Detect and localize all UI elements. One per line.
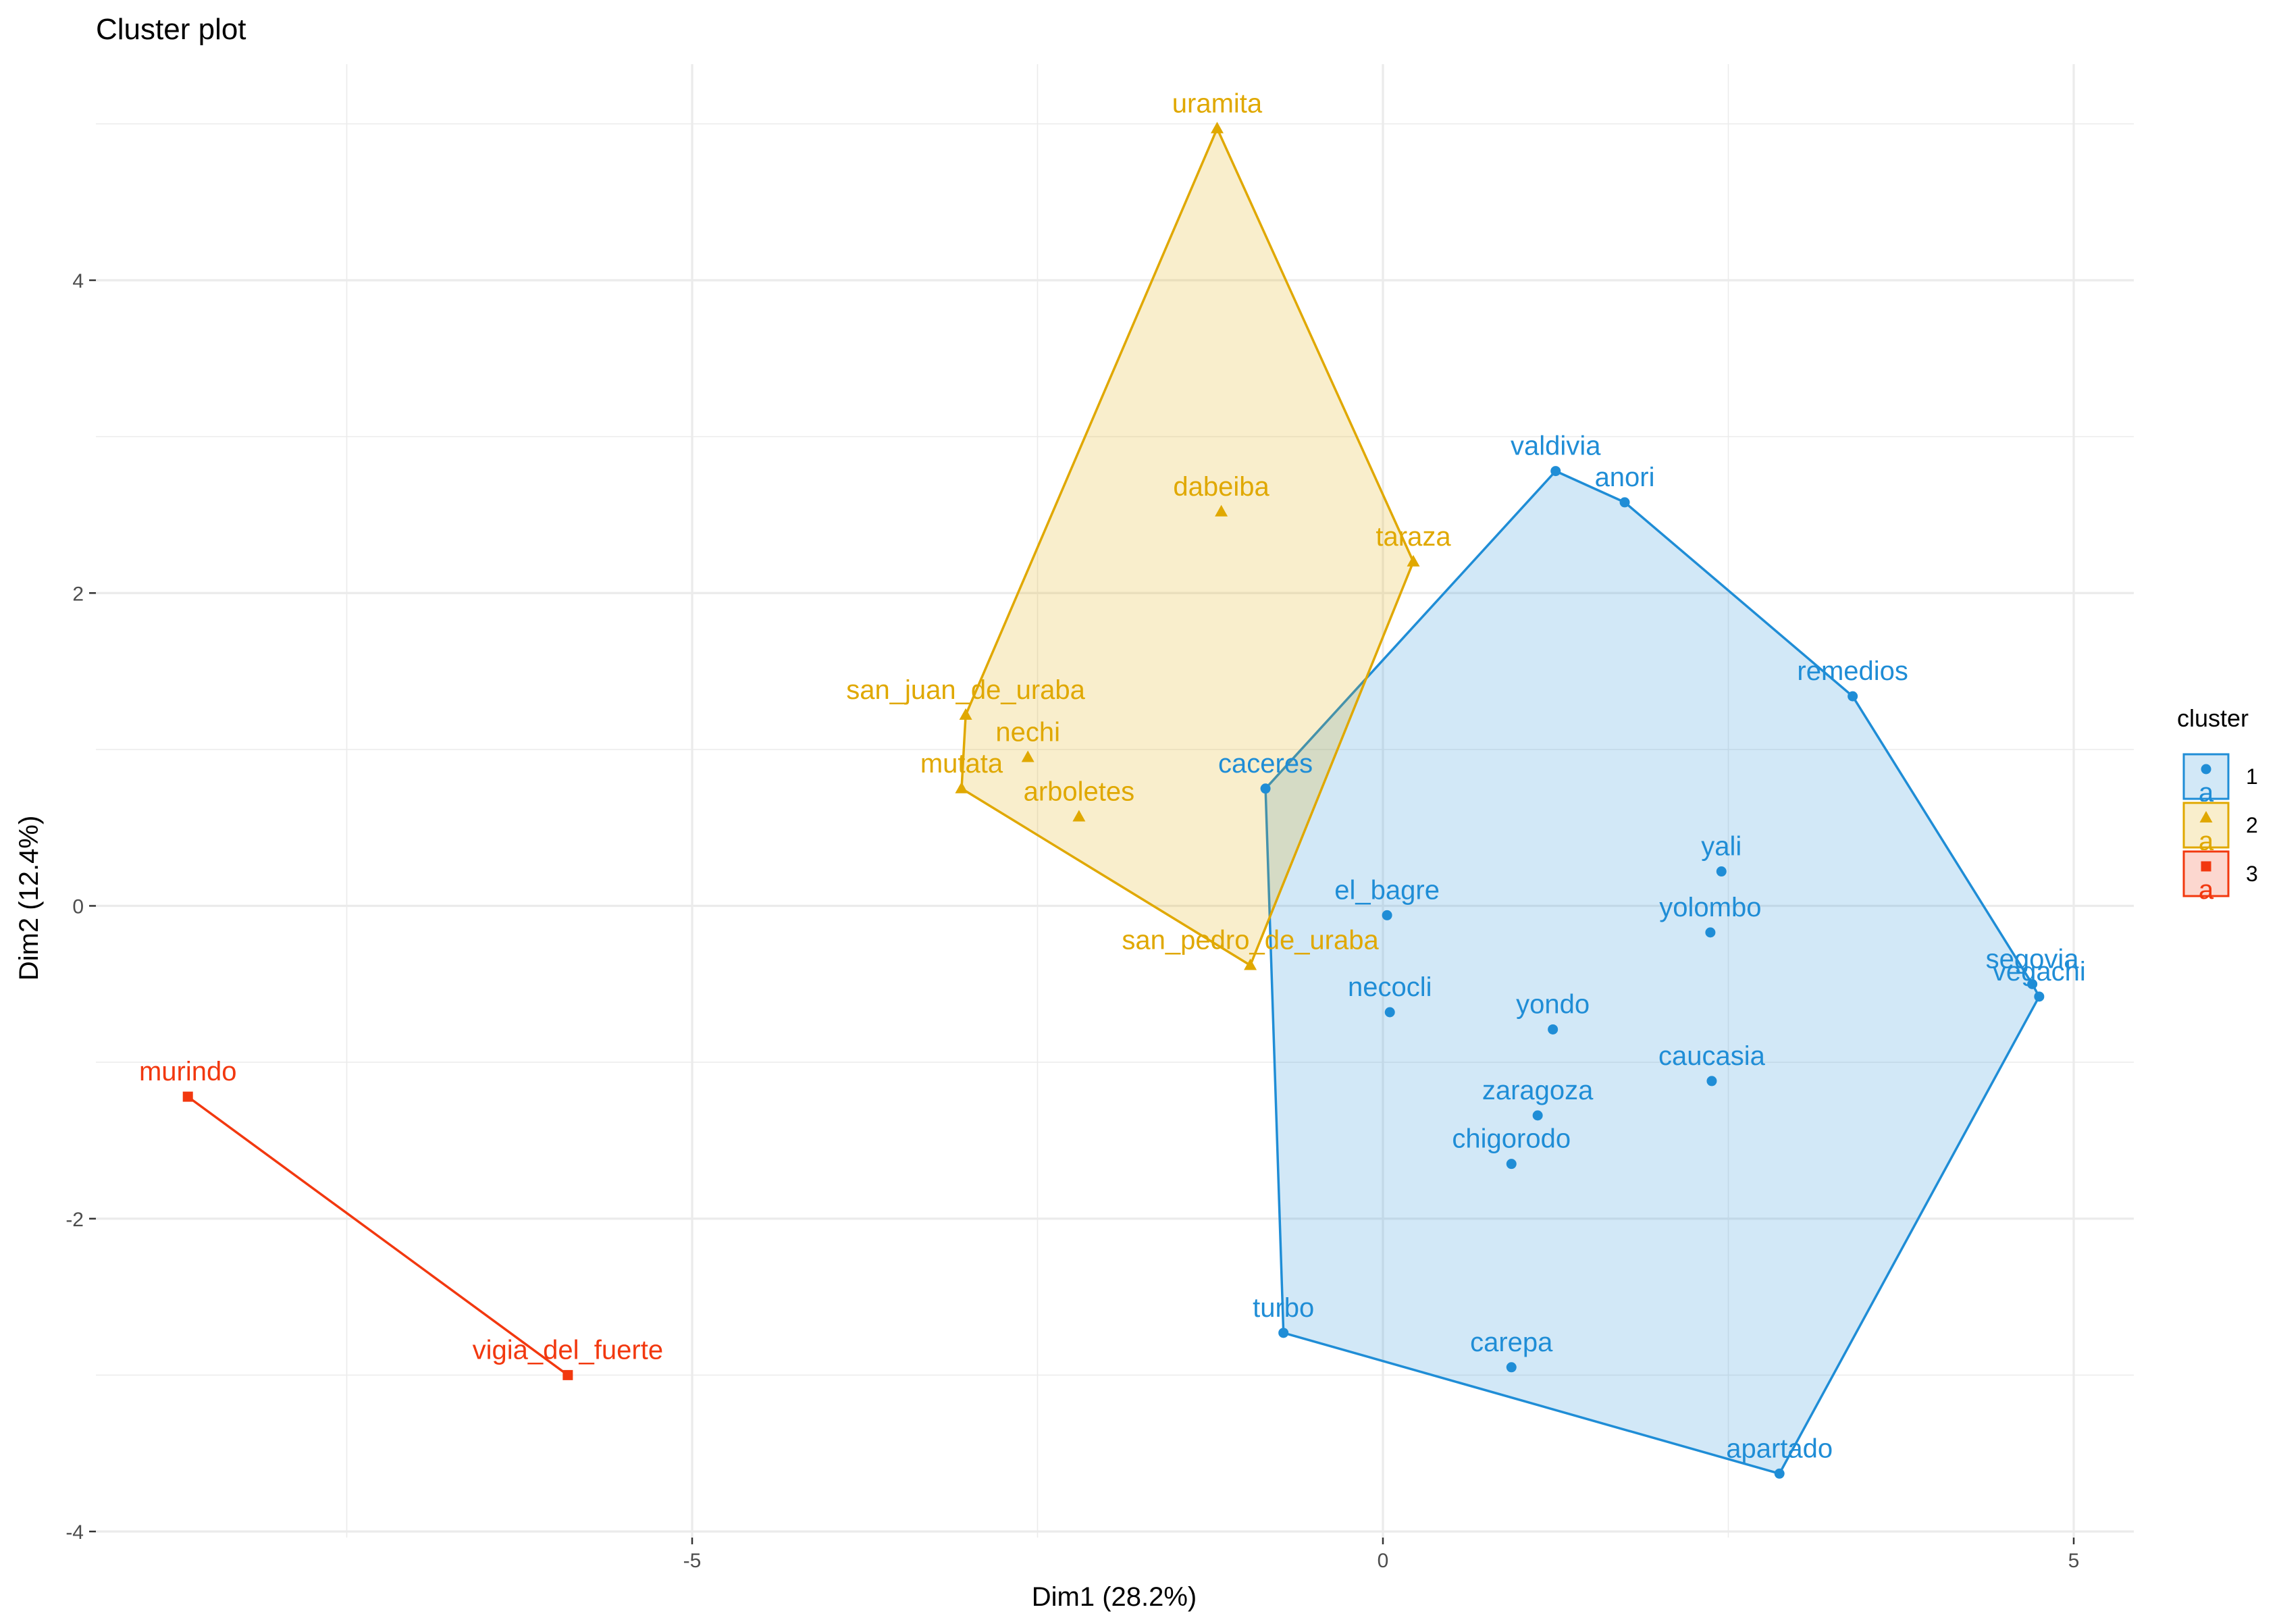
x-tick-label: 0: [1378, 1550, 1389, 1572]
data-point: [955, 781, 968, 793]
legend-key-marker: [2199, 811, 2213, 822]
grid-lines: [96, 64, 2134, 1538]
data-point: [2027, 978, 2038, 989]
data-point: [1407, 554, 1420, 567]
legend-keys: a 1 a 2 a 3: [2182, 753, 2258, 905]
cluster-hulls: [187, 127, 2041, 1475]
legend-key-3: [2182, 850, 2230, 897]
data-point: [1506, 1159, 1517, 1170]
point-label: murindo: [139, 1057, 237, 1086]
data-point: [1506, 1362, 1517, 1373]
point-label: yolombo: [1659, 893, 1761, 922]
legend-entry-label: 2: [2246, 813, 2258, 837]
point-label: dabeiba: [1173, 472, 1269, 502]
y-tick-label: -4: [66, 1521, 84, 1544]
point-label: san_juan_de_uraba: [846, 675, 1085, 705]
point-label: anori: [1595, 463, 1655, 492]
data-point: [562, 1369, 573, 1380]
legend-key-1: [2182, 753, 2230, 800]
point-label: carepa: [1470, 1328, 1553, 1357]
chart-title: Cluster plot: [96, 13, 246, 46]
y-tick-label: 2: [72, 583, 84, 605]
point-label: chigorodo: [1452, 1124, 1571, 1154]
data-point: [1278, 1328, 1289, 1338]
point-label: vegachi: [1993, 957, 2086, 987]
point-label: yali: [1701, 832, 1741, 862]
point-label: apartado: [1726, 1434, 1833, 1463]
point-label: san_pedro_de_uraba: [1122, 926, 1379, 955]
data-point: [1716, 866, 1727, 877]
data-point: [2034, 991, 2045, 1002]
data-point: [1706, 1076, 1717, 1086]
point-label: caceres: [1218, 749, 1313, 779]
cluster-2-hull: [960, 127, 1415, 967]
cluster-3-hull: [187, 1095, 569, 1376]
x-tick-label: 5: [2068, 1550, 2080, 1572]
cluster-points: [182, 122, 2045, 1479]
y-axis-label: Dim2 (12.4%): [14, 816, 44, 981]
y-tick-label: -2: [66, 1209, 84, 1231]
point-label: valdivia: [1511, 431, 1601, 461]
point-label: el_bagre: [1334, 875, 1440, 905]
point-label: caucasia: [1658, 1041, 1766, 1071]
legend-key-background: [2182, 802, 2230, 849]
y-tick-label: 0: [72, 896, 84, 918]
data-point: [1532, 1110, 1543, 1121]
data-point: [1384, 1007, 1395, 1018]
data-point: [959, 708, 972, 720]
point-label: mutata: [920, 749, 1003, 779]
point-label: turbo: [1253, 1293, 1314, 1323]
data-point: [1550, 466, 1561, 477]
point-label: uramita: [1172, 88, 1263, 118]
point-label: remedios: [1797, 656, 1908, 686]
legend-entry-label: 1: [2246, 764, 2258, 789]
point-label: taraza: [1376, 522, 1451, 552]
data-point: [1210, 122, 1224, 134]
point-label: necocli: [1348, 972, 1432, 1002]
point-label: zaragoza: [1482, 1076, 1594, 1105]
legend-key-2: [2182, 802, 2230, 849]
y-tick-label: 4: [72, 270, 84, 292]
legend-key-marker: [2201, 764, 2211, 775]
legend-title: cluster: [2177, 704, 2249, 732]
x-axis-label: Dim1 (28.2%): [1032, 1582, 1197, 1612]
x-tick-label: -5: [683, 1550, 702, 1572]
data-point: [1072, 810, 1086, 822]
legend-key-letter: a: [2199, 875, 2214, 905]
point-label: segovia: [1986, 944, 2080, 974]
legend-key-background: [2182, 850, 2230, 897]
legend-key-background: [2182, 753, 2230, 800]
data-point: [1619, 497, 1630, 508]
point-label: vigia_del_fuerte: [473, 1335, 663, 1365]
legend-key-letter: a: [2199, 827, 2214, 856]
point-label: nechi: [995, 717, 1060, 747]
data-point: [1848, 691, 1858, 702]
point-label: arboletes: [1024, 777, 1135, 806]
point-label: yondo: [1516, 989, 1590, 1019]
legend-key-letter: a: [2199, 778, 2214, 808]
legend: cluster a 1 a 2 a 3: [2177, 704, 2258, 905]
data-point: [1548, 1024, 1558, 1034]
legend-key-marker: [2201, 861, 2211, 872]
data-point: [1260, 783, 1271, 794]
data-point: [182, 1091, 193, 1102]
data-point: [1021, 750, 1034, 762]
data-point: [1774, 1468, 1785, 1479]
data-point: [1215, 504, 1228, 517]
legend-entry-label: 3: [2246, 862, 2258, 886]
data-point: [1244, 958, 1257, 970]
axis-ticks: -5 0 5 -4 -2 0 2 4: [66, 270, 2079, 1572]
data-point: [1705, 927, 1716, 938]
data-point: [1382, 910, 1392, 920]
